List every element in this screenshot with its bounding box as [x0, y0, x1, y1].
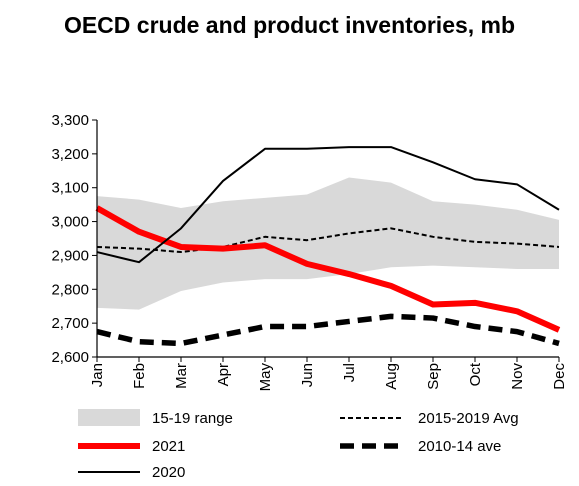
y-tick-label: 3,300	[51, 112, 89, 129]
x-tick-label: Oct	[467, 362, 484, 386]
y-tick-label: 3,200	[51, 146, 89, 163]
y-tick-label: 3,000	[51, 214, 89, 231]
legend-label-2020: 2020	[152, 464, 185, 481]
legend-label-2010-14-ave: 2010-14 ave	[418, 438, 501, 455]
x-tick-label: Feb	[131, 363, 148, 389]
y-tick-label: 3,100	[51, 180, 89, 197]
legend-label-range: 15-19 range	[152, 410, 233, 427]
x-tick-label: Aug	[383, 363, 400, 390]
x-tick-label: Jun	[299, 363, 316, 387]
y-tick-label: 2,600	[51, 349, 89, 366]
x-tick-label: May	[257, 363, 274, 392]
x-tick-label: Jul	[341, 363, 358, 382]
series-line-2015-2019-avg	[96, 227, 560, 254]
y-tick-label: 2,700	[51, 315, 89, 332]
chart-title: OECD crude and product inventories, mb	[63, 12, 516, 38]
x-tick-label: Nov	[509, 363, 526, 390]
y-tick-label: 2,800	[51, 281, 89, 298]
series-line-2010-14-ave	[96, 313, 560, 347]
x-tick-label: Dec	[551, 363, 568, 390]
range-band-layer	[97, 177, 559, 310]
series-line-2020	[96, 146, 560, 264]
legend-swatch-range	[78, 409, 140, 426]
series-lines-layer	[95, 146, 561, 347]
series-line-2021	[95, 205, 561, 333]
x-tick-label: Sep	[425, 363, 442, 390]
legend: 15-19 range 2015-2019 Avg 2021 2010-14 ave 2…	[78, 409, 519, 481]
x-tick-label: Apr	[215, 363, 232, 386]
legend-label-2021: 2021	[152, 438, 185, 455]
axes-layer: 2,600 2,700 2,800 2,900 3,000 3,100 3,200 3,300…	[51, 112, 568, 391]
x-tick-label: Mar	[173, 363, 190, 389]
y-tick-label: 2,900	[51, 247, 89, 264]
x-tick-label: Jan	[89, 363, 106, 387]
range-band-15-19	[97, 177, 559, 310]
legend-label-2015-2019-avg: 2015-2019 Avg	[418, 410, 519, 427]
